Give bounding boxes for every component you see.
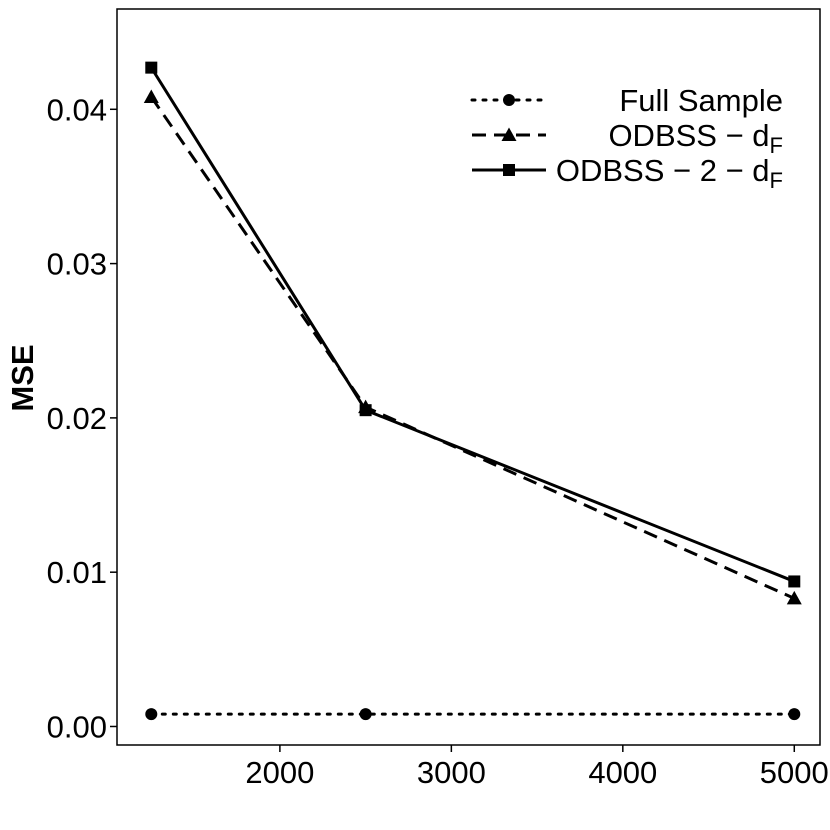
legend-label-main-3: ODBSS − 2 − d <box>556 153 770 188</box>
series-2-point-3 <box>786 590 802 605</box>
axis-layer: 2000 3000 4000 5000 0.00 0.01 0.02 0.03 0.04 <box>47 92 829 790</box>
x-tick-label-4000: 4000 <box>588 755 657 790</box>
legend-label-2: ODBSS − dF <box>608 118 783 158</box>
legend-label-main-2: ODBSS − d <box>608 118 769 153</box>
y-tick-label-3: 0.03 <box>47 247 107 282</box>
series-1-point-3 <box>788 708 801 721</box>
legend-label-1: Full Sample <box>619 83 783 118</box>
legend-label-3: ODBSS − 2 − dF <box>556 153 783 193</box>
legend-key-marker-3 <box>503 164 515 176</box>
series-3-point-2 <box>359 404 372 417</box>
plot-border <box>116 8 821 746</box>
y-tick-label-4: 0.04 <box>47 92 107 127</box>
x-tick-label-2000: 2000 <box>245 755 314 790</box>
series-1-point-1 <box>145 708 158 721</box>
plot-layer <box>143 61 802 721</box>
x-tick-label-3000: 3000 <box>417 755 486 790</box>
legend-key-marker-1 <box>503 94 515 106</box>
x-tick-label-5000: 5000 <box>760 755 829 790</box>
series-2-point-1 <box>143 89 159 103</box>
legend-label-sub-2: F <box>770 133 783 158</box>
series-3-point-1 <box>145 61 158 74</box>
series-3-point-3 <box>788 575 801 588</box>
series-1-point-2 <box>359 708 372 721</box>
y-tick-label-0: 0.00 <box>47 709 107 744</box>
legend-key-marker-2 <box>501 127 517 141</box>
y-axis-title: MSE <box>5 344 40 411</box>
y-tick-label-2: 0.02 <box>47 401 107 436</box>
legend-label-sub-3: F <box>770 168 783 193</box>
y-tick-label-1: 0.01 <box>47 555 107 590</box>
legend-label-main-1: Full Sample <box>619 83 783 118</box>
